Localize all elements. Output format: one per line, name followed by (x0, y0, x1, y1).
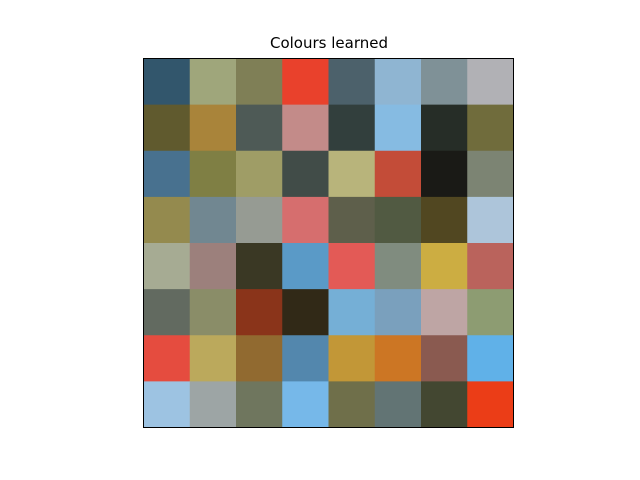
heatmap-cell (143, 335, 191, 382)
heatmap-cell (282, 150, 329, 198)
heatmap-cell (467, 104, 514, 152)
heatmap-cell (421, 150, 468, 198)
heatmap-cell (374, 104, 422, 152)
chart-title: Colours learned (269, 34, 388, 52)
heatmap-cell (236, 381, 283, 429)
heatmap-cell (236, 150, 283, 198)
heatmap-cell (282, 381, 329, 429)
heatmap-cell (421, 381, 468, 429)
heatmap-cells (143, 58, 514, 429)
heatmap-cell (189, 150, 237, 198)
heatmap-cell (282, 196, 329, 244)
heatmap-cell (282, 243, 329, 290)
heatmap-cell (328, 104, 376, 152)
heatmap-cell (236, 104, 283, 152)
heatmap-cell (467, 243, 514, 290)
heatmap-cell (328, 243, 376, 290)
heatmap-cell (374, 381, 422, 429)
heatmap-cell (236, 196, 283, 244)
heatmap-cell (189, 289, 237, 336)
heatmap-cell (467, 58, 514, 106)
heatmap-cell (328, 196, 376, 244)
heatmap-cell (328, 289, 376, 336)
heatmap-cell (374, 196, 422, 244)
heatmap-cell (421, 196, 468, 244)
heatmap-cell (189, 381, 237, 429)
heatmap-cell (467, 289, 514, 336)
heatmap-cell (143, 381, 191, 429)
heatmap-cell (328, 335, 376, 382)
heatmap-cell (374, 289, 422, 336)
heatmap-cell (189, 104, 237, 152)
heatmap-cell (374, 243, 422, 290)
heatmap-cell (189, 335, 237, 382)
heatmap-cell (421, 289, 468, 336)
heatmap-cell (143, 289, 191, 336)
heatmap-cell (236, 243, 283, 290)
heatmap-cell (143, 104, 191, 152)
heatmap-cell (236, 58, 283, 106)
heatmap-cell (328, 58, 376, 106)
heatmap-cell (143, 58, 191, 106)
heatmap-cell (421, 243, 468, 290)
heatmap-cell (421, 335, 468, 382)
heatmap-cell (282, 335, 329, 382)
heatmap-cell (467, 196, 514, 244)
heatmap-cell (328, 381, 376, 429)
heatmap-cell (467, 335, 514, 382)
heatmap-cell (282, 58, 329, 106)
heatmap-cell (143, 196, 191, 244)
heatmap-cell (236, 335, 283, 382)
heatmap-cell (374, 58, 422, 106)
heatmap-cell (189, 243, 237, 290)
heatmap-cell (328, 150, 376, 198)
heatmap-cell (467, 150, 514, 198)
heatmap-cell (143, 243, 191, 290)
heatmap-cell (236, 289, 283, 336)
heatmap-cell (282, 104, 329, 152)
heatmap-cell (374, 150, 422, 198)
plot-frame (143, 58, 514, 428)
heatmap-cell (421, 58, 468, 106)
heatmap-cell (467, 381, 514, 429)
heatmap-cell (374, 335, 422, 382)
heatmap-cell (189, 58, 237, 106)
heatmap-cell (189, 196, 237, 244)
heatmap-cell (421, 104, 468, 152)
heatmap-cell (282, 289, 329, 336)
heatmap-cell (143, 150, 191, 198)
